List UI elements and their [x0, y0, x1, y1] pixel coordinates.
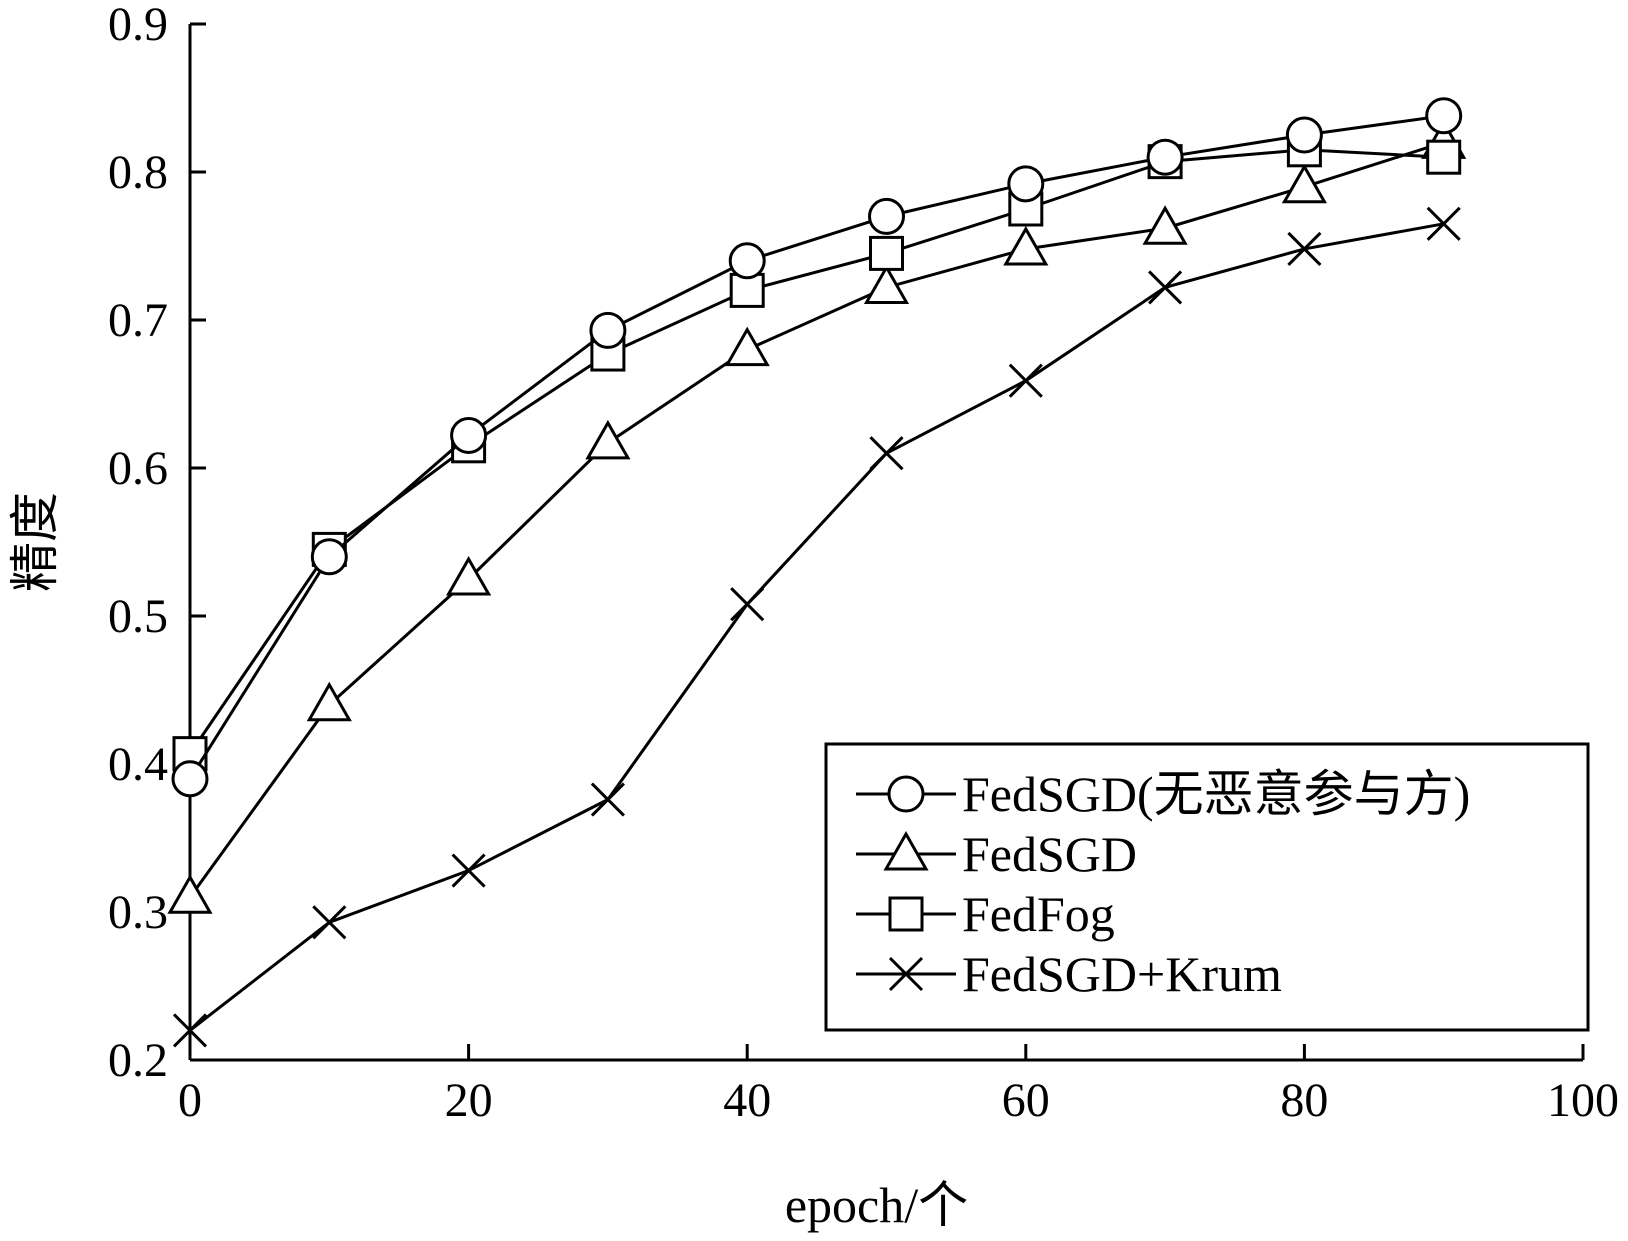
x-marker-stroke	[312, 905, 347, 940]
series-triangle	[167, 119, 1467, 914]
series-line	[189, 222, 1444, 1032]
series-circle	[171, 97, 1463, 798]
data-point	[1148, 270, 1183, 305]
x-marker-stroke	[869, 436, 904, 471]
legend-entry: FedFog	[856, 886, 1115, 942]
legend-label: FedFog	[962, 886, 1115, 942]
data-point	[450, 416, 488, 454]
x-marker-stroke	[1426, 206, 1461, 241]
y-tick-label: 0.5	[108, 590, 168, 643]
x-axis-label: epoch/个	[785, 1177, 968, 1233]
y-tick-label: 0.7	[108, 294, 168, 347]
legend-marker	[888, 956, 924, 992]
legend-entry: FedSGD(无恶意参与方)	[856, 766, 1470, 822]
data-point	[446, 555, 492, 596]
y-tick-label: 0.9	[108, 0, 168, 51]
x-tick-label: 20	[445, 1074, 493, 1127]
x-marker-stroke	[172, 1013, 208, 1048]
series-x	[172, 206, 1461, 1048]
x-marker-stroke	[590, 782, 625, 817]
data-point	[1425, 97, 1463, 135]
data-point	[171, 760, 209, 798]
legend-label: FedSGD+Krum	[962, 946, 1282, 1002]
data-point	[1142, 205, 1188, 245]
y-tick-label: 0.6	[108, 442, 168, 495]
legend-marker	[883, 830, 929, 871]
y-tick-label: 0.4	[108, 738, 168, 791]
series-line	[188, 140, 1445, 899]
x-marker-stroke	[1287, 231, 1322, 267]
data-point	[1287, 231, 1322, 267]
data-point	[167, 874, 213, 914]
x-tick-label: 100	[1547, 1074, 1619, 1127]
data-point	[724, 326, 770, 367]
data-point	[1008, 363, 1043, 398]
axes: 0 20 40 60 80 100 0.2 0.3 0.4 0.5 0.6 0.7 0.8 0.9	[108, 0, 1619, 1127]
data-point	[310, 538, 348, 576]
legend-entry: FedSGD	[856, 826, 1137, 882]
x-tick-label: 80	[1280, 1074, 1328, 1127]
legend-label: FedSGD	[962, 826, 1137, 882]
x-marker-stroke	[888, 956, 924, 992]
x-marker-stroke	[1008, 363, 1043, 398]
data-point	[306, 681, 352, 722]
data-point	[1281, 163, 1327, 204]
series-layer	[167, 97, 1467, 1048]
data-point	[451, 853, 486, 888]
legend-label: FedSGD(无恶意参与方)	[962, 766, 1470, 822]
data-point	[869, 235, 904, 271]
x-tick-label: 40	[723, 1074, 771, 1127]
legend-marker	[887, 775, 925, 813]
series-square	[172, 132, 1462, 772]
data-point	[172, 1013, 208, 1048]
series-line	[188, 148, 1444, 755]
data-point	[730, 587, 765, 622]
y-axis-label: 精度	[7, 492, 63, 592]
data-point	[585, 419, 631, 460]
series-line	[188, 114, 1444, 780]
data-point	[1007, 165, 1045, 203]
x-tick-label: 0	[178, 1074, 202, 1127]
y-tick-label: 0.3	[108, 886, 168, 939]
x-tick-label: 60	[1002, 1074, 1050, 1127]
legend-box	[824, 742, 1590, 1032]
data-point	[869, 436, 904, 471]
x-marker-stroke	[730, 587, 765, 622]
legend-marker	[888, 896, 924, 932]
data-point	[1146, 138, 1184, 176]
data-point	[1285, 116, 1323, 154]
legend-entry: FedSGD+Krum	[856, 946, 1282, 1002]
x-marker-stroke	[451, 853, 486, 888]
data-point	[729, 272, 765, 308]
data-point	[863, 264, 910, 304]
data-point	[590, 782, 625, 817]
data-point	[1003, 225, 1049, 266]
data-point	[728, 242, 766, 280]
y-tick-label: 0.8	[108, 146, 168, 199]
data-point	[589, 311, 627, 349]
data-point	[1426, 206, 1461, 241]
data-point	[1426, 139, 1462, 175]
data-point	[312, 905, 347, 940]
data-point	[868, 197, 905, 235]
y-tick-label: 0.2	[108, 1034, 168, 1087]
x-marker-stroke	[1148, 270, 1183, 305]
